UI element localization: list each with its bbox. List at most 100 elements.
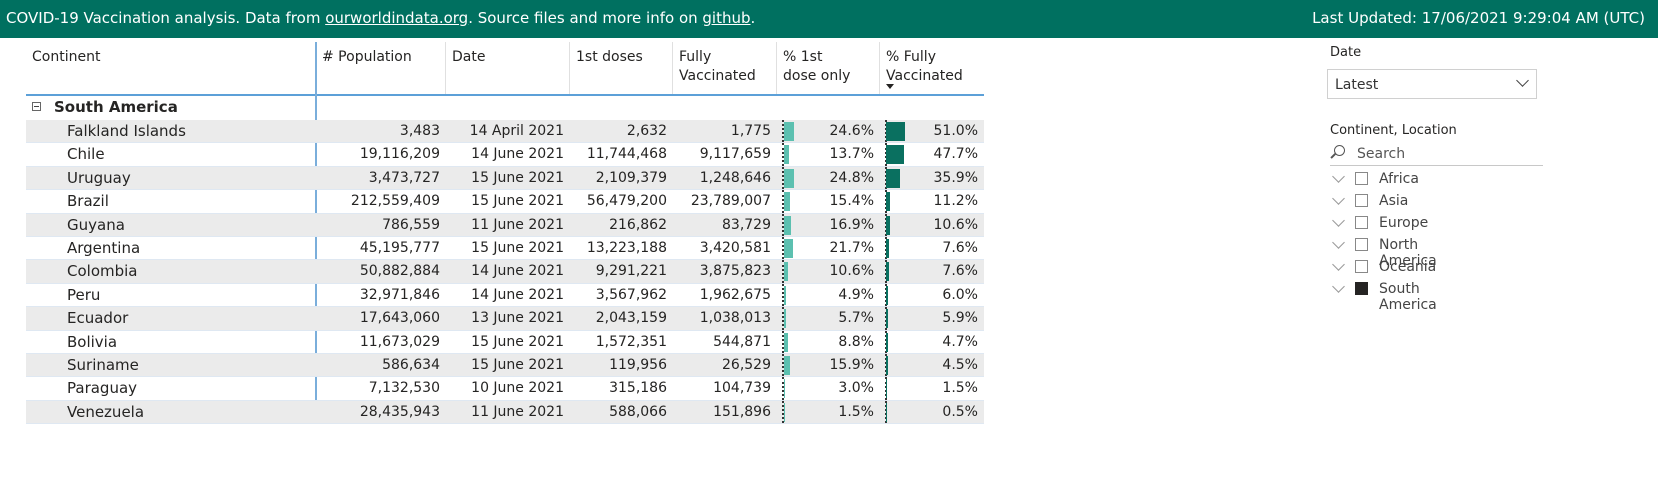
date-cell: 14 June 2021 (471, 263, 564, 280)
pct-first-bar (784, 238, 793, 258)
date-cell: 10 June 2021 (471, 380, 564, 397)
date-slicer-title: Date (1330, 45, 1362, 60)
table-row[interactable]: Uruguay 3,473,727 15 June 2021 2,109,379 1,2… (26, 166, 984, 191)
date-cell: 15 June 2021 (471, 193, 564, 210)
column-header-pct-first[interactable]: % 1st dose only (777, 42, 880, 94)
table-row[interactable]: Ecuador 17,643,060 13 June 2021 2,043,159 1,… (26, 307, 984, 331)
table-row[interactable]: Colombia 50,882,884 14 June 2021 9,291,221 3… (26, 260, 984, 284)
population-cell: 32,971,846 (359, 286, 440, 303)
bar-axis (782, 400, 784, 424)
search-placeholder: Search (1357, 146, 1406, 162)
pct-first-cell: 3.0% (838, 380, 874, 397)
pct-full-bar (886, 122, 906, 141)
owid-link[interactable]: ourworldindata.org (325, 9, 469, 27)
column-header-population[interactable]: # Population (316, 42, 446, 94)
checkbox[interactable] (1355, 282, 1368, 295)
slicer-search[interactable]: Search (1330, 143, 1543, 166)
table-row[interactable]: Chile 19,116,209 14 June 2021 11,744,468 9,1… (26, 143, 984, 167)
pct-full-cell: 5.9% (942, 310, 978, 327)
fully-vaccinated-cell: 1,248,646 (699, 169, 771, 186)
checkbox[interactable] (1355, 194, 1368, 207)
table-row[interactable]: Suriname 586,634 15 June 2021 119,956 26,529… (26, 353, 984, 378)
location-cell: Brazil (67, 192, 109, 211)
collapse-icon[interactable] (32, 102, 41, 111)
first-doses-cell: 2,109,379 (595, 169, 667, 186)
first-doses-cell: 588,066 (609, 403, 667, 420)
bar-axis (782, 283, 784, 307)
pct-first-cell: 24.6% (829, 123, 874, 139)
header-text: COVID-19 Vaccination analysis. Data from (6, 9, 326, 27)
population-cell: 28,435,943 (359, 403, 440, 420)
bar-axis (782, 353, 784, 377)
first-doses-cell: 119,956 (609, 356, 667, 373)
table-row[interactable]: Falkland Islands 3,483 14 April 2021 2,632 1… (26, 120, 984, 144)
checkbox[interactable] (1355, 172, 1368, 185)
github-link[interactable]: github (702, 9, 751, 27)
column-header-fully-vaccinated[interactable]: Fully Vaccinated (673, 42, 777, 94)
date-cell: 15 June 2021 (471, 239, 564, 256)
column-header-pct-full-label: % Fully Vaccinated (886, 49, 963, 84)
header-text-end: . (750, 9, 756, 27)
table-row[interactable]: Brazil 212,559,409 15 June 2021 56,479,200 2… (26, 190, 984, 214)
population-cell: 50,882,884 (359, 263, 440, 280)
column-header-continent[interactable]: Continent (26, 42, 316, 94)
slicer-item-label: North America (1379, 237, 1437, 269)
fully-vaccinated-cell: 83,729 (722, 216, 771, 233)
pct-first-bar (784, 309, 787, 329)
pct-full-bar (886, 309, 889, 329)
checkbox[interactable] (1355, 260, 1368, 273)
location-cell: Peru (67, 285, 101, 304)
bar-axis (782, 236, 784, 260)
pct-first-bar (784, 168, 794, 188)
column-header-pct-full[interactable]: % Fully Vaccinated (880, 42, 984, 94)
pct-first-bar (784, 285, 786, 305)
date-cell: 14 June 2021 (471, 286, 564, 303)
pct-first-cell: 5.7% (838, 310, 874, 327)
fully-vaccinated-cell: 3,875,823 (699, 263, 771, 280)
first-doses-cell: 13,223,188 (586, 239, 667, 256)
table-row[interactable]: Bolivia 11,673,029 15 June 2021 1,572,351 54… (26, 330, 984, 354)
checkbox[interactable] (1355, 238, 1368, 251)
date-cell: 13 June 2021 (471, 310, 564, 327)
fully-vaccinated-cell: 26,529 (722, 356, 771, 373)
location-slicer-title: Continent, Location (1330, 123, 1457, 138)
chevron-down-icon[interactable] (1332, 258, 1345, 271)
chevron-down-icon[interactable] (1332, 280, 1345, 293)
slicer-item-label: Oceania (1379, 259, 1437, 275)
table-row[interactable]: Guyana 786,559 11 June 2021 216,862 83,729 16… (26, 213, 984, 237)
chevron-down-icon[interactable] (1332, 236, 1345, 249)
pct-full-bar (886, 332, 888, 352)
chevron-down-icon[interactable] (1332, 170, 1345, 183)
fully-vaccinated-cell: 1,962,675 (699, 286, 771, 303)
table-row[interactable]: Peru 32,971,846 14 June 2021 3,567,962 1,962… (26, 283, 984, 308)
population-cell: 586,634 (382, 356, 440, 373)
first-doses-cell: 11,744,468 (586, 146, 667, 163)
header-text-mid: . Source files and more info on (468, 9, 703, 27)
population-cell: 17,643,060 (359, 310, 440, 327)
chevron-down-icon[interactable] (1332, 214, 1345, 227)
bar-axis (782, 330, 784, 353)
pct-first-cell: 21.7% (829, 239, 874, 256)
bar-axis (782, 120, 784, 143)
table-row[interactable]: Argentina 45,195,777 15 June 2021 13,223,18… (26, 236, 984, 261)
header-description: COVID-19 Vaccination analysis. Data from… (6, 9, 755, 27)
population-cell: 212,559,409 (350, 193, 440, 210)
pct-first-bar (784, 379, 786, 399)
pct-first-cell: 1.5% (838, 403, 874, 420)
chevron-down-icon[interactable] (1332, 192, 1345, 205)
column-header-date[interactable]: Date (446, 42, 570, 94)
pct-first-cell: 13.7% (829, 146, 874, 163)
date-cell: 14 June 2021 (471, 146, 564, 163)
table-row[interactable]: Venezuela 28,435,943 11 June 2021 588,066 15… (26, 400, 984, 425)
pct-full-bar (886, 145, 905, 165)
location-cell: Ecuador (67, 309, 129, 328)
checkbox[interactable] (1355, 216, 1368, 229)
table-row[interactable]: Paraguay 7,132,530 10 June 2021 315,186 104,… (26, 377, 984, 401)
fully-vaccinated-cell: 151,896 (713, 403, 771, 420)
fully-vaccinated-cell: 1,038,013 (699, 310, 771, 327)
column-header-first-doses[interactable]: 1st doses (570, 42, 673, 94)
bar-axis (782, 190, 784, 213)
population-cell: 3,483 (399, 123, 440, 139)
date-dropdown[interactable]: Latest (1327, 69, 1537, 99)
slicer-item-label: South America (1379, 281, 1437, 313)
